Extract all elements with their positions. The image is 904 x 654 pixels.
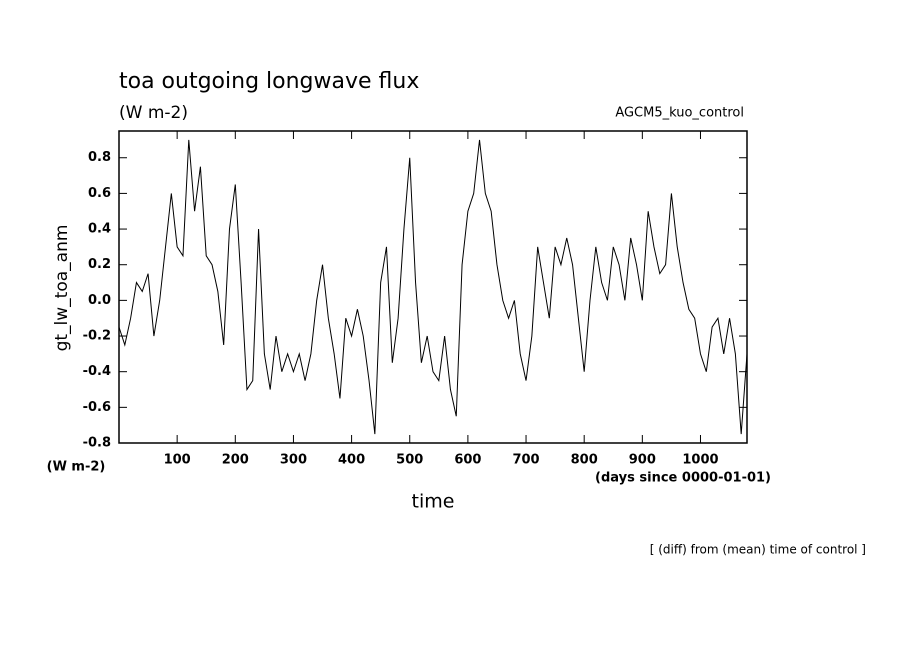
x-tick-label: 800 xyxy=(571,453,598,468)
x-tick-label: 700 xyxy=(512,453,539,468)
annotation: AGCM5_kuo_control xyxy=(615,106,744,121)
x-tick-label: 1000 xyxy=(682,453,718,468)
x-tick-label: 400 xyxy=(338,453,365,468)
y-tick-label: 0.6 xyxy=(88,186,111,201)
plot-frame xyxy=(118,130,748,444)
y-tick-label: -0.8 xyxy=(83,436,111,451)
y-tick-label: -0.6 xyxy=(83,400,111,415)
y-axis-label: gt_lw_toa_anm xyxy=(52,225,72,352)
footnote: [ (diff) from (mean) time of control ] xyxy=(650,543,866,557)
x-tick-label: 600 xyxy=(454,453,481,468)
y-unit: (W m-2) xyxy=(47,460,106,475)
y-tick-label: 0.4 xyxy=(88,222,111,237)
subtitle: (W m-2) xyxy=(119,103,188,123)
series-line xyxy=(118,139,748,435)
x-tick-label: 200 xyxy=(222,453,249,468)
y-tick-label: -0.4 xyxy=(83,364,111,379)
x-axis-label: time xyxy=(412,491,455,513)
y-tick-label: 0.0 xyxy=(88,293,111,308)
chart-title: toa outgoing longwave flux xyxy=(119,69,419,94)
y-tick-label: 0.2 xyxy=(88,257,111,272)
x-tick-label: 100 xyxy=(164,453,191,468)
y-tick-label: -0.2 xyxy=(83,329,111,344)
x-unit: (days since 0000-01-01) xyxy=(595,471,771,486)
x-tick-label: 500 xyxy=(396,453,423,468)
x-tick-label: 300 xyxy=(280,453,307,468)
x-tick-label: 900 xyxy=(629,453,656,468)
y-tick-label: 0.8 xyxy=(88,150,111,165)
